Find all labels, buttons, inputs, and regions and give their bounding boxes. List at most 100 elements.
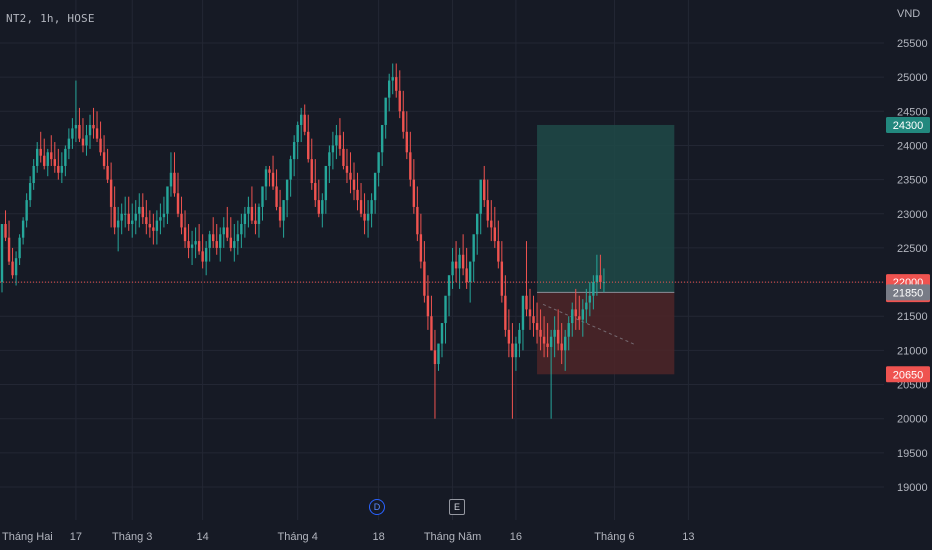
- candle-up: [32, 159, 35, 190]
- candle-body: [549, 336, 553, 347]
- candle-body: [335, 135, 338, 146]
- candle-down: [109, 162, 113, 228]
- candle-down: [53, 142, 56, 173]
- candle-body: [377, 152, 380, 173]
- candle-up: [166, 186, 169, 225]
- price-tick-label: 21500: [897, 311, 928, 323]
- candle-body: [11, 261, 14, 276]
- candle-up: [219, 227, 222, 262]
- candle-down: [395, 63, 398, 98]
- candle-body: [204, 247, 208, 262]
- candle-body: [64, 148, 67, 166]
- candle-up: [437, 343, 440, 371]
- candle-body: [546, 343, 549, 347]
- candle-body: [180, 213, 183, 228]
- price-tick-label: 23000: [897, 209, 928, 221]
- earnings-marker[interactable]: E: [449, 499, 465, 515]
- candle-down: [535, 302, 539, 344]
- candle-body: [578, 316, 581, 320]
- candle-body: [134, 213, 137, 221]
- candle-body: [430, 316, 433, 351]
- candle-body: [465, 268, 468, 283]
- candle-down: [398, 70, 401, 119]
- candle-body: [190, 244, 194, 248]
- price-tick-label: 20000: [897, 414, 928, 426]
- loss-zone[interactable]: [537, 292, 675, 375]
- candle-body: [514, 343, 518, 358]
- candle-down: [528, 288, 532, 330]
- candle-body: [331, 145, 335, 153]
- candle-body: [585, 302, 588, 310]
- price-axis[interactable]: VND1900019500200002050021000215002200022…: [886, 8, 930, 494]
- candle-body: [197, 241, 201, 252]
- candle-body: [398, 90, 401, 112]
- candle-body: [518, 329, 521, 344]
- candle-body: [307, 131, 310, 160]
- candle-down: [148, 210, 152, 238]
- candle-down: [599, 254, 602, 289]
- candle-body: [356, 189, 359, 201]
- price-badge-entry[interactable]: 21850: [886, 284, 930, 301]
- candle-body: [113, 206, 116, 228]
- candle-body: [88, 124, 92, 136]
- candle-up: [479, 179, 482, 235]
- candle-body: [556, 329, 560, 344]
- candle-body: [85, 135, 88, 146]
- candle-body: [166, 186, 169, 214]
- candle-body: [409, 152, 412, 180]
- candle-up: [190, 230, 194, 265]
- candle-up: [208, 230, 211, 262]
- candle-up: [116, 206, 120, 252]
- candle-up: [14, 251, 18, 286]
- candle-up: [162, 196, 166, 228]
- candle-up: [134, 200, 137, 235]
- candle-body: [461, 254, 465, 269]
- time-axis[interactable]: Tháng Hai 17 Tháng 3 14 Tháng 4 18 Tháng Năm 16…: [2, 531, 695, 543]
- candle-down: [229, 217, 232, 252]
- candle-up: [194, 227, 197, 259]
- time-tick-label: 16: [510, 531, 522, 543]
- candle-down: [409, 131, 412, 187]
- candle-body: [539, 329, 542, 337]
- dividends-marker[interactable]: D: [369, 499, 385, 515]
- candle-down: [57, 148, 60, 180]
- candle-down: [314, 159, 317, 207]
- candle-body: [373, 172, 377, 201]
- candle-down: [78, 107, 81, 143]
- candle-down: [187, 224, 190, 259]
- candle-body: [458, 254, 461, 269]
- time-tick-label: 13: [682, 531, 694, 543]
- candle-up: [0, 224, 4, 293]
- candle-up: [581, 299, 584, 337]
- candle-down: [212, 217, 215, 248]
- candle-down: [345, 148, 349, 184]
- symbol-title[interactable]: NT2, 1h, HOSE: [6, 12, 95, 25]
- candle-down: [416, 186, 419, 242]
- candle-body: [486, 200, 489, 221]
- candle-down: [461, 234, 465, 276]
- candle-body: [352, 179, 356, 190]
- candle-down: [465, 247, 468, 289]
- candle-down: [359, 183, 363, 218]
- candle-body: [528, 309, 532, 317]
- candle-down: [574, 288, 577, 330]
- candle-body: [479, 179, 482, 214]
- candle-down: [141, 193, 144, 225]
- candle-body: [581, 309, 584, 320]
- candle-down: [483, 165, 486, 207]
- candle-up: [124, 196, 127, 228]
- candle-body: [388, 80, 391, 98]
- position-zones[interactable]: [537, 124, 675, 375]
- candle-body: [588, 295, 592, 303]
- candle-body: [328, 152, 331, 166]
- candle-down: [356, 172, 359, 211]
- candle-up: [285, 179, 289, 218]
- candle-up: [257, 203, 261, 238]
- candle-body: [124, 213, 127, 215]
- price-badge-target[interactable]: 24300: [886, 116, 930, 133]
- profit-zone[interactable]: [537, 124, 675, 293]
- candle-body: [152, 227, 155, 231]
- price-badge-stop[interactable]: 20650: [886, 366, 930, 383]
